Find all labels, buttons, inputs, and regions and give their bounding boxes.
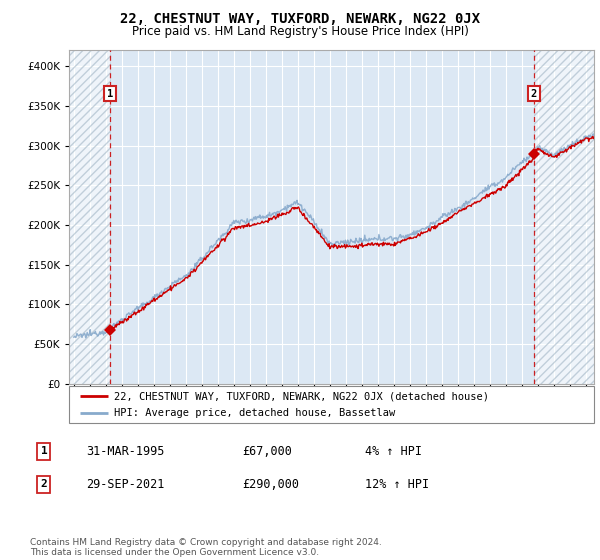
Text: 1: 1	[107, 88, 113, 99]
Text: HPI: Average price, detached house, Bassetlaw: HPI: Average price, detached house, Bass…	[113, 408, 395, 418]
Text: £67,000: £67,000	[242, 445, 292, 458]
Text: Contains HM Land Registry data © Crown copyright and database right 2024.
This d: Contains HM Land Registry data © Crown c…	[30, 538, 382, 557]
Bar	[58, 50, 110, 384]
Text: 4% ↑ HPI: 4% ↑ HPI	[365, 445, 422, 458]
Text: £290,000: £290,000	[242, 478, 299, 491]
Text: 22, CHESTNUT WAY, TUXFORD, NEWARK, NG22 0JX (detached house): 22, CHESTNUT WAY, TUXFORD, NEWARK, NG22 …	[113, 391, 488, 401]
Text: 29-SEP-2021: 29-SEP-2021	[86, 478, 164, 491]
Text: 12% ↑ HPI: 12% ↑ HPI	[365, 478, 429, 491]
Text: 1: 1	[41, 446, 47, 456]
Text: 2: 2	[41, 479, 47, 489]
Text: 22, CHESTNUT WAY, TUXFORD, NEWARK, NG22 0JX: 22, CHESTNUT WAY, TUXFORD, NEWARK, NG22 …	[120, 12, 480, 26]
Bar	[534, 50, 600, 384]
Text: Price paid vs. HM Land Registry's House Price Index (HPI): Price paid vs. HM Land Registry's House …	[131, 25, 469, 38]
FancyBboxPatch shape	[69, 386, 594, 423]
Text: 2: 2	[531, 88, 537, 99]
Text: 31-MAR-1995: 31-MAR-1995	[86, 445, 164, 458]
